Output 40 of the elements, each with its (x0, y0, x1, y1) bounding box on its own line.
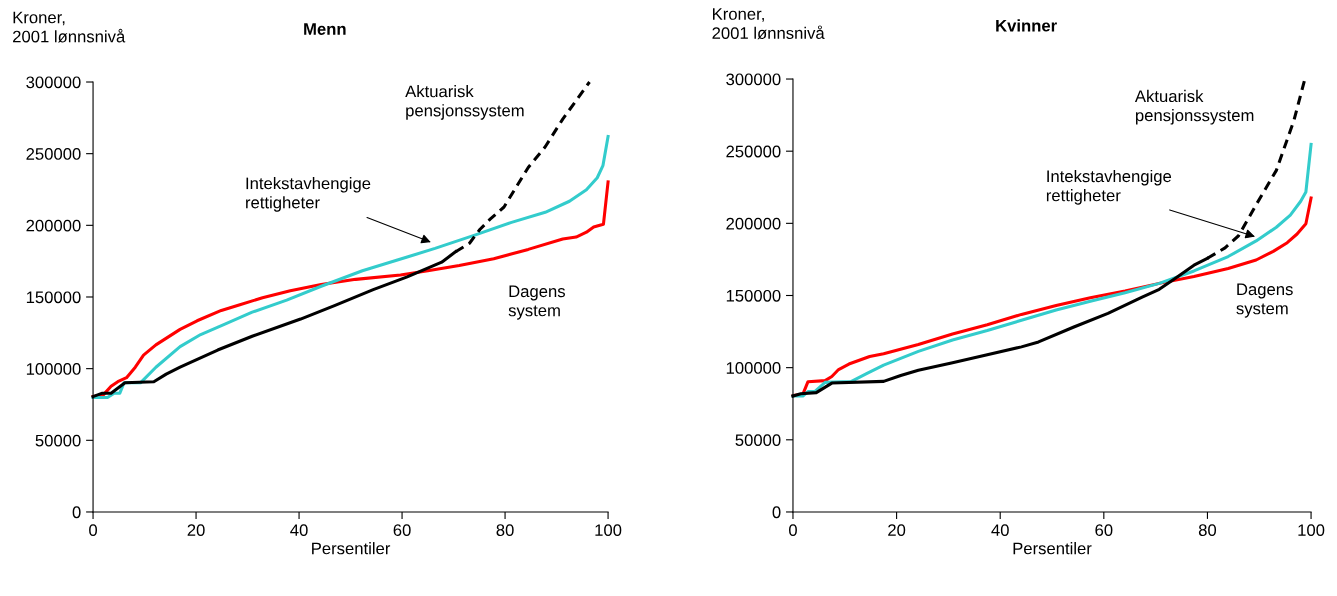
series-label: Dagens system (508, 285, 565, 320)
line-series (91, 134, 610, 400)
y-axis-title: Kroner, 2001 lønnsnivå (712, 8, 825, 40)
annotation: Intekstavhengige rettigheter (246, 177, 371, 212)
chart-title: Menn (304, 23, 346, 35)
y-tick-label: 100000 (26, 363, 81, 375)
x-tick-label: 0 (89, 524, 98, 537)
y-tick-label: 250000 (726, 145, 781, 158)
x-axis-title: Persentiler (312, 542, 391, 555)
text: Aktuarisk pensjonssystem (1134, 89, 1254, 125)
line-series (791, 142, 1313, 398)
y-tick-label: 0 (772, 506, 781, 519)
y-tick-label: 150000 (726, 289, 781, 302)
x-tick-label: 20 (888, 524, 906, 537)
y-tick-label: 0 (72, 506, 81, 519)
y-tick-label: 300000 (726, 73, 781, 86)
y-tick-label: 200000 (726, 217, 781, 230)
y-tick-label: 50000 (735, 434, 781, 447)
x-tick-label: 20 (187, 524, 205, 537)
series-label: Aktuarisk pensjonssystem (405, 85, 524, 120)
y-tick-label: 150000 (26, 291, 81, 304)
y-tick-label: 200000 (26, 219, 81, 232)
x-tick-label: 80 (1198, 524, 1217, 537)
y-tick-label: 250000 (26, 148, 81, 160)
chart-title: Kvinner (996, 19, 1057, 32)
x-tick-label: 100 (1298, 524, 1325, 537)
x-tick-label: 60 (1095, 524, 1113, 537)
series-label: Dagens system (1236, 283, 1293, 318)
x-tick-label: 60 (393, 524, 411, 537)
y-axis-title: Kroner, 2001 lønnsnivå (13, 11, 126, 43)
x-tick-label: 80 (496, 524, 514, 537)
y-tick-label: 100000 (726, 362, 781, 374)
y-tick-label: 300000 (26, 76, 81, 89)
x-tick-label: 0 (788, 524, 797, 537)
y-tick-label: 50000 (35, 434, 81, 447)
annotation: Intekstavhengige rettigheter (1046, 169, 1172, 205)
x-axis-title: Persentiler (1013, 542, 1092, 555)
x-tick-label: 100 (595, 524, 622, 537)
x-tick-label: 40 (290, 524, 308, 537)
x-tick-label: 40 (991, 524, 1009, 537)
